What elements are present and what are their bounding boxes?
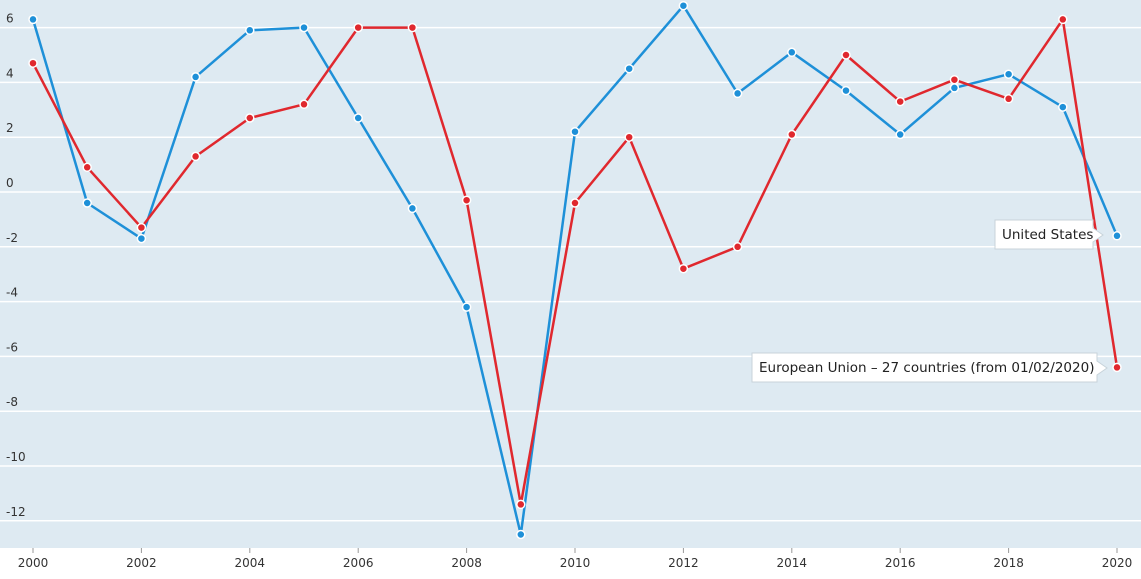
y-tick-label: -8 [6,395,18,409]
data-point-european-union[interactable] [841,50,851,60]
data-point-united-states[interactable] [1003,69,1014,79]
data-point-united-states[interactable] [353,113,363,123]
x-tick-label: 2014 [777,556,808,570]
data-point-european-union[interactable] [190,151,201,162]
x-tick-label: 2016 [885,556,916,570]
x-tick-label: 2018 [993,556,1024,570]
data-point-united-states[interactable] [895,129,905,140]
data-point-european-union[interactable] [624,132,634,142]
y-tick-label: 6 [6,12,14,26]
y-tick-label: 0 [6,176,14,190]
y-tick-label: -2 [6,231,18,245]
data-point-united-states[interactable] [136,233,147,244]
x-tick-label: 2012 [668,556,699,570]
annotation-box [994,219,1104,250]
data-point-european-union[interactable] [136,222,147,233]
y-tick-label: -12 [6,505,26,519]
annotation-united-states[interactable]: United States [994,219,1104,250]
data-point-european-union[interactable] [461,195,472,205]
data-point-european-union[interactable] [28,58,38,68]
x-tick-label: 2008 [451,556,482,570]
annotation-label-eu: European Union – 27 countries (from 01/0… [759,360,1094,376]
x-tick-label: 2010 [560,556,591,570]
data-point-european-union[interactable] [732,242,743,252]
x-axis-ticks: 2000 2002 2004 2006 2008 2010 2012 2014 2016 2018… [18,548,1133,570]
data-point-european-union[interactable] [787,129,797,140]
data-point-united-states[interactable] [787,47,797,58]
data-point-united-states[interactable] [299,22,309,33]
data-point-united-states[interactable] [949,83,960,93]
data-point-united-states[interactable] [28,14,38,25]
x-tick-label: 2004 [235,556,266,570]
data-point-united-states[interactable] [841,85,851,96]
data-point-european-union[interactable] [1112,362,1122,373]
data-point-united-states[interactable] [1058,102,1068,112]
y-axis-ticks: 6 4 2 0 -2 -4 -6 -8 -10 -12 [6,12,26,519]
series-points[interactable] [28,0,1122,540]
data-point-european-union[interactable] [949,74,960,85]
data-point-european-union[interactable] [299,99,309,110]
data-point-european-union[interactable] [1003,94,1014,104]
annotation-european-union[interactable]: European Union – 27 countries (from 01/0… [751,352,1108,383]
data-point-european-union[interactable] [245,113,255,123]
data-point-united-states[interactable] [190,72,201,82]
data-point-united-states[interactable] [245,25,255,36]
data-point-european-union[interactable] [1058,14,1068,25]
y-tick-label: 4 [6,66,14,80]
data-point-united-states[interactable] [1112,231,1122,241]
data-point-european-union[interactable] [82,162,92,173]
data-point-united-states[interactable] [516,529,526,540]
data-point-european-union[interactable] [516,499,526,510]
data-point-united-states[interactable] [407,203,418,214]
y-tick-label: 2 [6,121,14,135]
x-tick-label: 2006 [343,556,374,570]
data-point-united-states[interactable] [461,302,472,312]
data-point-european-union[interactable] [407,22,418,33]
annotation-box [751,352,1108,383]
data-point-united-states[interactable] [678,0,689,11]
data-point-united-states[interactable] [82,198,92,208]
x-tick-label: 2002 [126,556,157,570]
x-tick-label: 2000 [18,556,49,570]
y-tick-label: -6 [6,340,18,354]
y-tick-label: -10 [6,450,26,464]
y-tick-label: -4 [6,286,18,300]
data-point-united-states[interactable] [624,63,634,74]
annotation-label-us: United States [1002,227,1093,243]
data-point-european-union[interactable] [570,198,580,208]
x-tick-label: 2020 [1102,556,1133,570]
data-point-united-states[interactable] [570,126,580,137]
data-point-united-states[interactable] [732,88,743,99]
data-point-european-union[interactable] [895,96,905,107]
data-point-european-union[interactable] [353,22,363,33]
data-point-european-union[interactable] [678,263,689,274]
